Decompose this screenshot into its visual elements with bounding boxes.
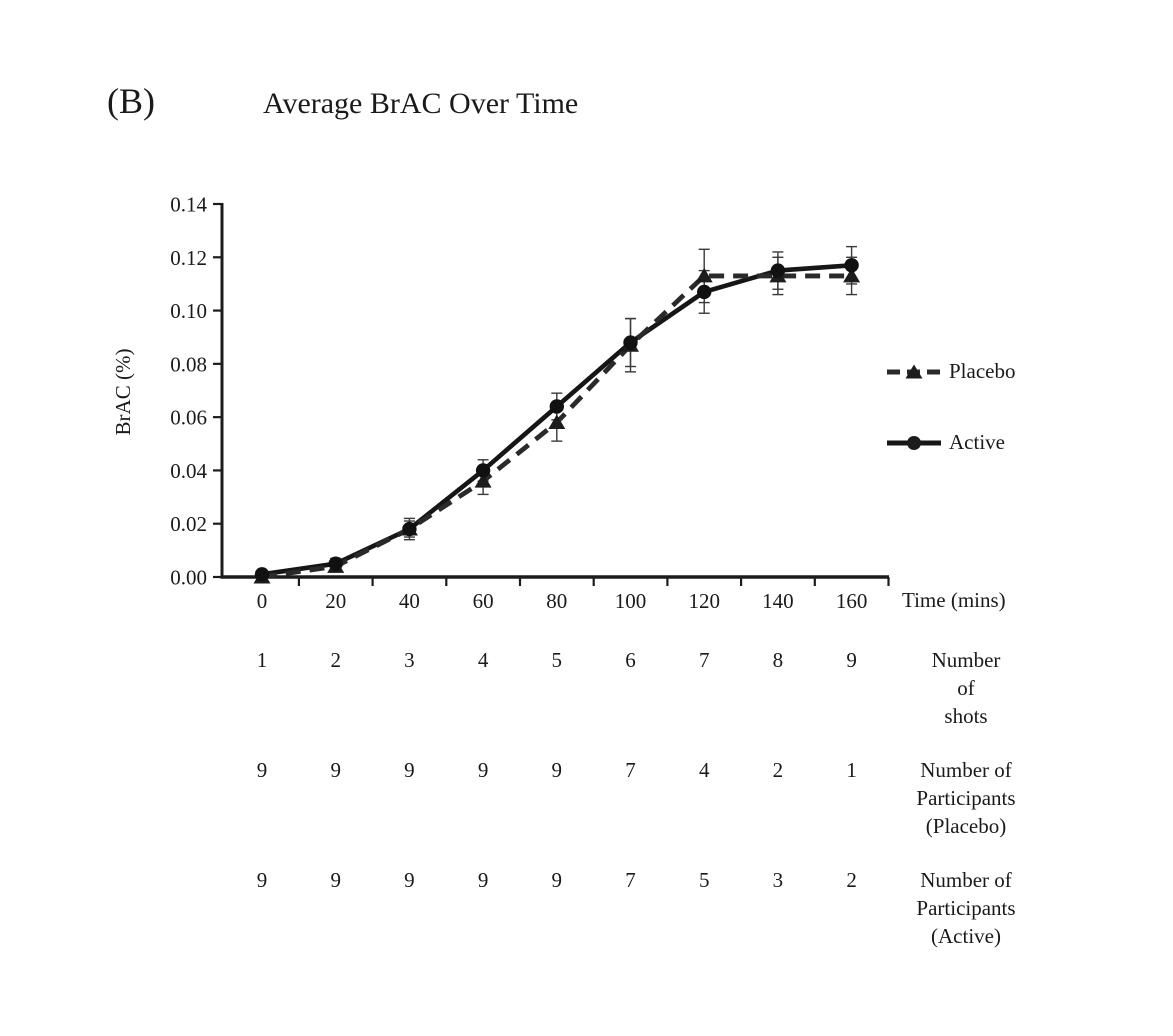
row-label-participants-placebo: Number of Participants (Placebo): [916, 758, 1016, 838]
row-participants-placebo-value-5: 7: [625, 758, 636, 782]
placebo-marker-3: [474, 473, 492, 488]
y-tick-label-1: 0.02: [170, 512, 207, 536]
x-tick-label-6: 120: [688, 589, 720, 613]
legend-label-active: Active: [949, 430, 1005, 454]
active-marker-1: [328, 556, 343, 571]
x-tick-label-7: 140: [762, 589, 794, 613]
row-participants-active-value-7: 3: [773, 868, 784, 892]
placebo-marker-8: [843, 267, 861, 283]
row-shots-value-5: 6: [625, 648, 636, 672]
placebo-marker-4: [548, 414, 566, 429]
active-marker-2: [402, 521, 417, 537]
row-shots-value-7: 8: [773, 648, 784, 672]
x-tick-label-4: 80: [546, 589, 567, 613]
x-tick-label-2: 40: [399, 589, 420, 613]
row-shots-value-2: 3: [404, 648, 415, 672]
y-tick-label-6: 0.12: [170, 246, 207, 270]
row-shots-value-6: 7: [699, 648, 710, 672]
row-shots-value-4: 5: [552, 648, 563, 672]
y-tick-label-0: 0.00: [170, 566, 207, 590]
x-tick-label-3: 60: [473, 589, 494, 613]
active-marker-6: [697, 284, 712, 300]
y-tick-label-3: 0.06: [170, 406, 207, 430]
active-marker-7: [770, 263, 786, 278]
legend-label-placebo: Placebo: [949, 359, 1016, 383]
row-participants-active-value-6: 5: [699, 868, 710, 892]
active-marker-8: [844, 258, 859, 273]
row-participants-placebo-value-6: 4: [699, 758, 710, 782]
row-participants-active-value-4: 9: [552, 868, 563, 892]
row-participants-active-value-2: 9: [404, 868, 415, 892]
row-participants-placebo-value-8: 1: [846, 758, 857, 782]
row-participants-placebo-value-3: 9: [478, 758, 489, 782]
panel-label: (B): [107, 81, 155, 121]
row-label-participants-active: Number of Participants (Active): [916, 868, 1016, 948]
row-participants-placebo-value-7: 2: [773, 758, 784, 782]
active-marker-4: [549, 399, 564, 414]
row-participants-active-value-8: 2: [846, 868, 857, 892]
row-participants-active-value-3: 9: [478, 868, 489, 892]
row-participants-active-value-1: 9: [330, 868, 341, 892]
x-tick-label-1: 20: [325, 589, 346, 613]
solid-line-circle-marker-icon: [887, 435, 941, 450]
row-participants-active-value-5: 7: [625, 868, 636, 892]
x-axis-title: Time (mins): [902, 588, 1006, 612]
legend-item-active: Active: [886, 430, 1005, 455]
row-shots-value-0: 1: [257, 648, 268, 672]
placebo-marker-6: [695, 267, 713, 283]
x-tick-label-0: 0: [257, 589, 268, 613]
x-tick-label-8: 160: [836, 589, 868, 613]
active-marker-5: [623, 335, 638, 350]
row-participants-placebo-value-2: 9: [404, 758, 415, 782]
y-tick-label-7: 0.14: [170, 192, 207, 216]
y-tick-label-2: 0.04: [170, 459, 207, 483]
active-marker-3: [475, 463, 491, 478]
row-participants-placebo-value-1: 9: [330, 758, 341, 782]
row-shots-value-1: 2: [330, 648, 341, 672]
row-participants-placebo-value-0: 9: [257, 758, 268, 782]
active-marker-0: [254, 567, 270, 582]
x-tick-label-5: 100: [615, 589, 647, 613]
y-tick-label-5: 0.10: [170, 299, 207, 323]
row-label-number-of-shots: Number of shots: [931, 648, 1001, 728]
row-shots-value-3: 4: [478, 648, 489, 672]
chart-title: Average BrAC Over Time: [263, 87, 579, 120]
row-participants-active-value-0: 9: [257, 868, 268, 892]
y-tick-label-4: 0.08: [170, 352, 207, 376]
legend-item-placebo: Placebo: [886, 359, 1015, 384]
row-shots-value-8: 9: [846, 648, 857, 672]
row-participants-placebo-value-4: 9: [552, 758, 563, 782]
dashed-line-triangle-marker-icon: [887, 364, 941, 378]
